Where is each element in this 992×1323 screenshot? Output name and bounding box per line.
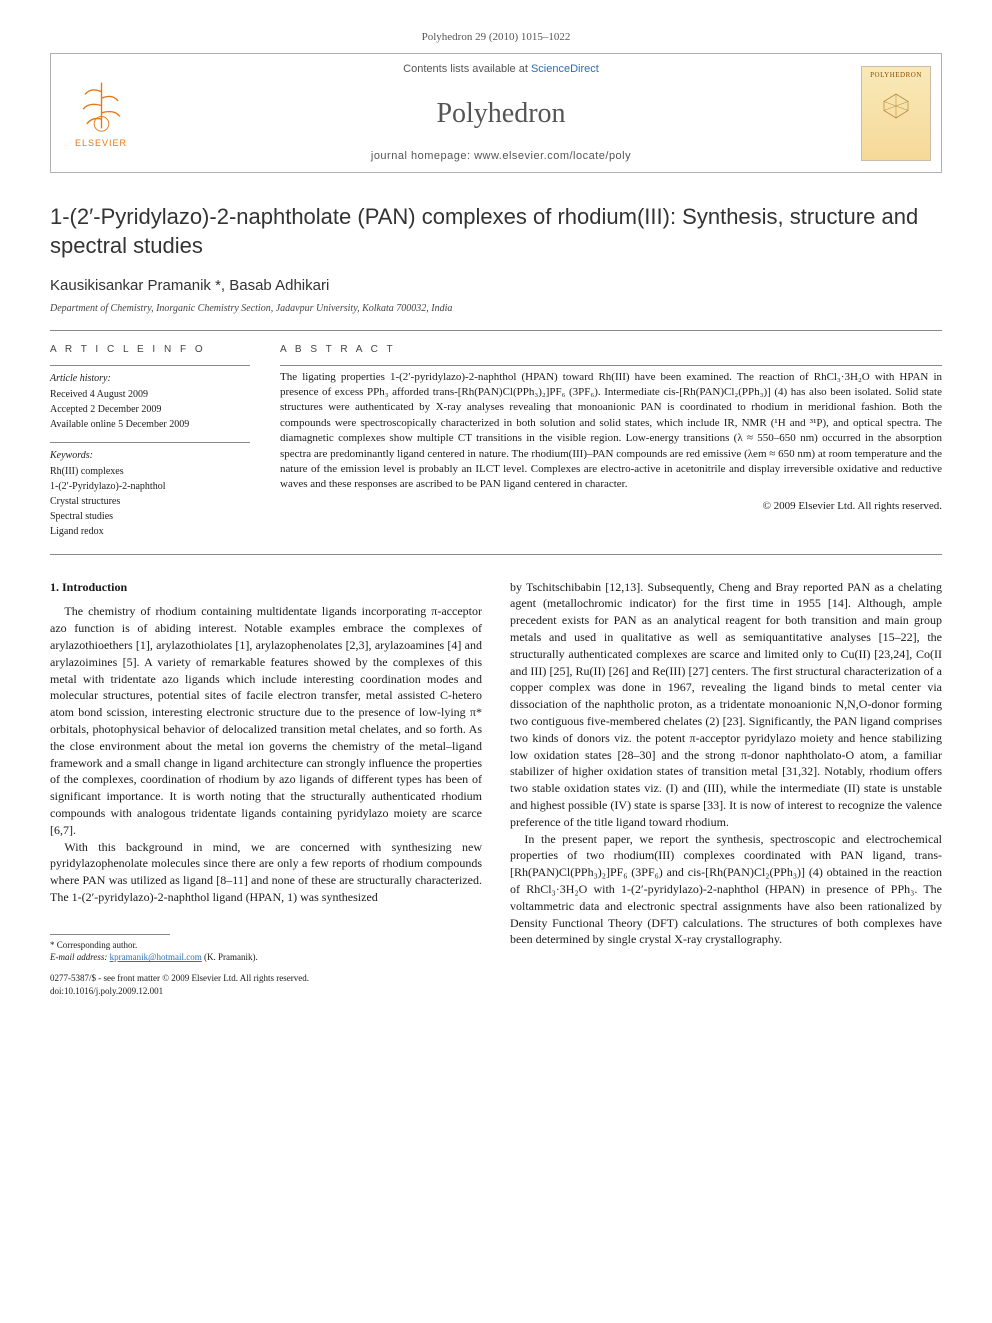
received-date: Received 4 August 2009 bbox=[50, 388, 250, 402]
polyhedron-icon bbox=[881, 91, 911, 121]
affiliation-line: Department of Chemistry, Inorganic Chemi… bbox=[50, 302, 942, 316]
publisher-logo-cell: ELSEVIER bbox=[51, 54, 151, 172]
citation-line: Polyhedron 29 (2010) 1015–1022 bbox=[50, 30, 942, 45]
article-title: 1-(2′-Pyridylazo)-2-naphtholate (PAN) co… bbox=[50, 203, 942, 260]
corresponding-author-note: * Corresponding author. bbox=[50, 939, 482, 952]
email-label: E-mail address: bbox=[50, 952, 110, 962]
journal-cover-thumbnail[interactable]: POLYHEDRON bbox=[861, 66, 931, 161]
keyword-item: Rh(III) complexes bbox=[50, 465, 250, 479]
accepted-date: Accepted 2 December 2009 bbox=[50, 403, 250, 417]
section-heading-introduction: 1. Introduction bbox=[50, 579, 482, 596]
journal-cover-cell: POLYHEDRON bbox=[851, 54, 941, 172]
publisher-name: ELSEVIER bbox=[75, 137, 127, 150]
keyword-item: Crystal structures bbox=[50, 495, 250, 509]
abstract-text: The ligating properties 1-(2′-pyridylazo… bbox=[280, 370, 942, 493]
online-date: Available online 5 December 2009 bbox=[50, 418, 250, 432]
article-info-heading: A R T I C L E I N F O bbox=[50, 343, 250, 357]
journal-homepage-line: journal homepage: www.elsevier.com/locat… bbox=[371, 149, 631, 164]
authors-line: Kausikisankar Pramanik *, Basab Adhikari bbox=[50, 275, 942, 296]
email-suffix: (K. Pramanik). bbox=[202, 952, 258, 962]
cover-title: POLYHEDRON bbox=[870, 71, 922, 81]
body-paragraph: by Tschitschibabin [12,13]. Subsequently… bbox=[510, 579, 942, 831]
homepage-prefix: journal homepage: bbox=[371, 150, 474, 162]
author-email-link[interactable]: kpramanik@hotmail.com bbox=[110, 952, 202, 962]
doi-line: doi:10.1016/j.poly.2009.12.001 bbox=[50, 985, 309, 998]
keyword-item: Spectral studies bbox=[50, 510, 250, 524]
body-two-column: 1. Introduction The chemistry of rhodium… bbox=[50, 579, 942, 964]
footnote-separator bbox=[50, 934, 170, 935]
info-divider-2 bbox=[50, 442, 250, 443]
keywords-label: Keywords: bbox=[50, 449, 250, 463]
abstract-column: A B S T R A C T The ligating properties … bbox=[280, 343, 942, 540]
page-footer: 0277-5387/$ - see front matter © 2009 El… bbox=[50, 972, 942, 997]
homepage-url[interactable]: www.elsevier.com/locate/poly bbox=[474, 150, 631, 162]
body-paragraph: The chemistry of rhodium containing mult… bbox=[50, 603, 482, 838]
front-matter-line: 0277-5387/$ - see front matter © 2009 El… bbox=[50, 972, 309, 985]
header-center: Contents lists available at ScienceDirec… bbox=[151, 54, 851, 172]
contents-available-line: Contents lists available at ScienceDirec… bbox=[403, 62, 599, 77]
contents-prefix: Contents lists available at bbox=[403, 63, 531, 75]
divider-bottom bbox=[50, 554, 942, 555]
journal-name: Polyhedron bbox=[436, 94, 565, 133]
body-paragraph: In the present paper, we report the synt… bbox=[510, 831, 942, 949]
journal-header-box: ELSEVIER Contents lists available at Sci… bbox=[50, 53, 942, 173]
elsevier-logo[interactable]: ELSEVIER bbox=[66, 73, 136, 153]
sciencedirect-link[interactable]: ScienceDirect bbox=[531, 63, 599, 75]
abstract-heading: A B S T R A C T bbox=[280, 343, 942, 357]
body-paragraph: With this background in mind, we are con… bbox=[50, 839, 482, 906]
abstract-copyright: © 2009 Elsevier Ltd. All rights reserved… bbox=[280, 499, 942, 514]
history-label: Article history: bbox=[50, 372, 250, 386]
email-line: E-mail address: kpramanik@hotmail.com (K… bbox=[50, 951, 482, 964]
abstract-divider bbox=[280, 365, 942, 366]
info-divider-1 bbox=[50, 365, 250, 366]
keyword-item: Ligand redox bbox=[50, 525, 250, 539]
article-info-column: A R T I C L E I N F O Article history: R… bbox=[50, 343, 250, 540]
info-abstract-row: A R T I C L E I N F O Article history: R… bbox=[50, 331, 942, 554]
footer-left: 0277-5387/$ - see front matter © 2009 El… bbox=[50, 972, 309, 997]
keyword-item: 1-(2′-Pyridylazo)-2-naphthol bbox=[50, 480, 250, 494]
elsevier-tree-icon bbox=[74, 78, 129, 133]
